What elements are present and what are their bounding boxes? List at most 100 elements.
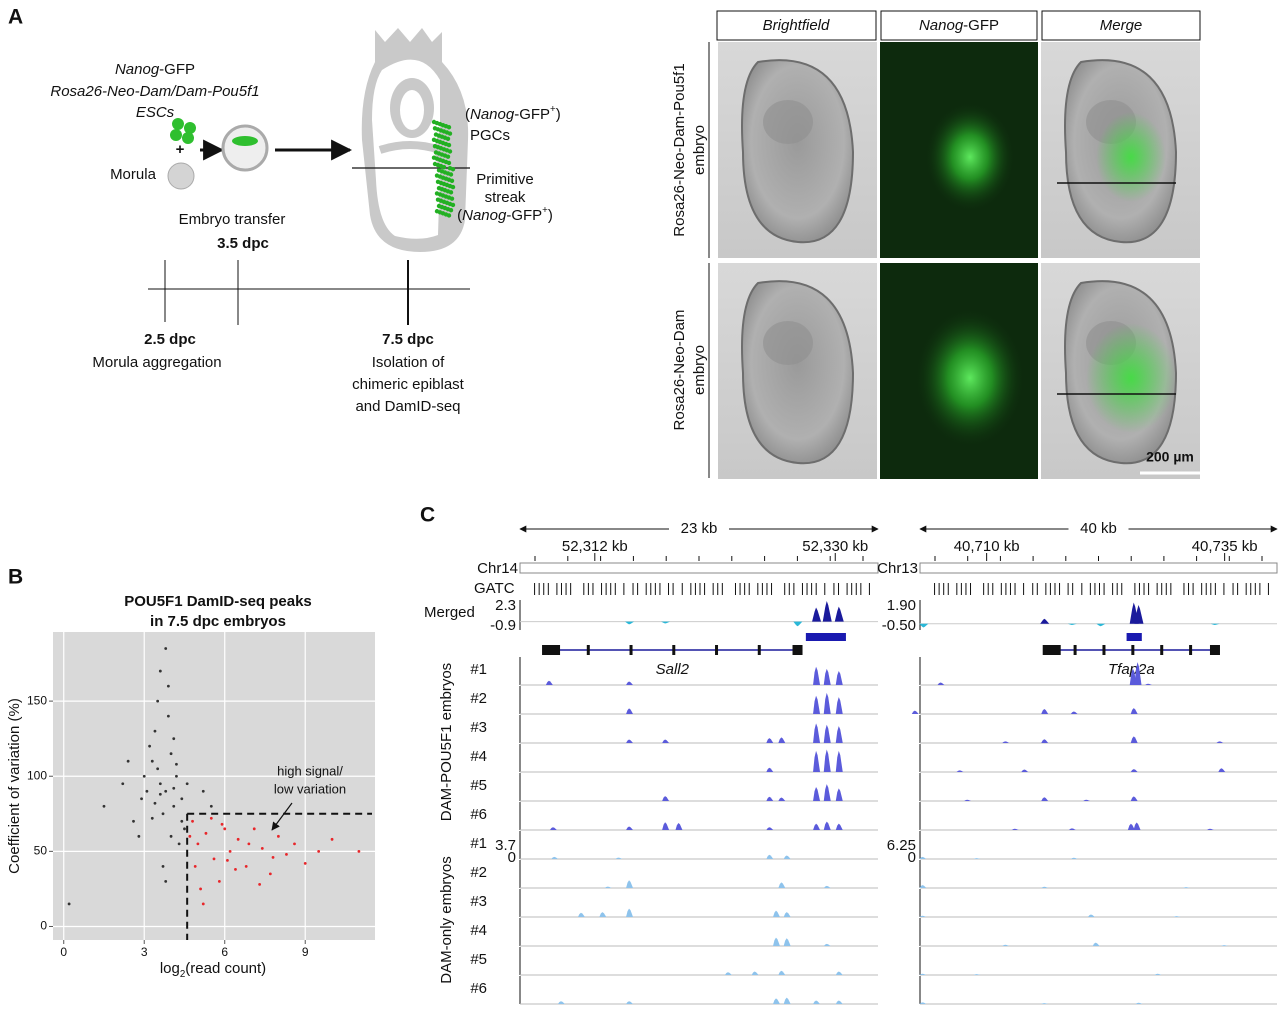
column-header-part: Merge: [1100, 17, 1143, 34]
gfp-signal: [925, 102, 1015, 212]
peak: [1134, 605, 1144, 624]
point: [175, 774, 178, 778]
peak: [813, 666, 821, 685]
pgc-label: PGCs: [470, 127, 510, 144]
peak: [1135, 1002, 1143, 1004]
point: [153, 801, 157, 805]
esc-label-part: Rosa26-Neo-Dam/Dam-Pou5f1: [50, 83, 259, 100]
peak: [626, 826, 634, 830]
point: [142, 774, 146, 778]
point: [169, 834, 173, 838]
point: [191, 819, 194, 823]
x-tick-label: 0: [60, 945, 67, 959]
point: [166, 714, 170, 718]
pgc-dot: [450, 184, 456, 190]
peak: [1130, 796, 1138, 801]
peak: [813, 823, 821, 830]
column-headers: [716, 10, 1201, 41]
peak: [1216, 741, 1224, 743]
peak: [1070, 711, 1078, 714]
coord-label: 40,710 kb: [954, 538, 1020, 555]
peak: [626, 739, 634, 743]
peak: [919, 885, 927, 888]
peak: [1041, 709, 1049, 714]
morula-label: Morula: [110, 166, 157, 183]
peak: [783, 855, 791, 859]
point: [169, 752, 173, 756]
span-label: 23 kb: [681, 520, 718, 537]
point: [293, 842, 296, 846]
exon: [1209, 645, 1220, 655]
peak: [835, 697, 843, 714]
point: [236, 837, 240, 841]
point: [209, 804, 213, 808]
pgc-label-part: (: [465, 106, 470, 123]
point: [268, 872, 272, 876]
pgc-dot: [446, 142, 452, 148]
transfer-day: 3.5 dpc: [217, 235, 269, 252]
column-header-part: -GFP: [963, 17, 999, 34]
point: [156, 767, 160, 771]
peak: [626, 1001, 634, 1004]
peak: [813, 1000, 821, 1004]
embryo-core: [763, 321, 813, 365]
exon: [1042, 645, 1061, 655]
track-label: #6: [470, 806, 487, 823]
coord-label: 40,735 kb: [1192, 538, 1258, 555]
peak: [1083, 799, 1091, 801]
pgc-label-part: Nanog: [470, 106, 515, 123]
x-axis-label: log2(read count): [160, 960, 266, 980]
peak: [813, 786, 821, 801]
gfp-signal: [915, 308, 1025, 448]
timeline-text: Morula aggregation: [92, 354, 221, 371]
column-header: Merge: [1100, 17, 1143, 34]
peak: [813, 723, 821, 743]
peak: [1011, 828, 1019, 830]
streak-label-part: (: [457, 207, 462, 224]
peak: [1206, 828, 1214, 830]
point: [252, 827, 256, 831]
scale-label: 0: [908, 849, 916, 866]
point: [172, 737, 176, 741]
peak: [626, 681, 634, 685]
peak: [1041, 797, 1049, 801]
point: [234, 867, 237, 871]
point: [140, 797, 143, 801]
peak: [599, 912, 607, 917]
track-label: #5: [470, 777, 487, 794]
column-header: Brightfield: [763, 17, 830, 34]
annotation: low variation: [274, 781, 346, 796]
peak: [1040, 618, 1050, 624]
pgc-dot: [445, 136, 451, 141]
gene-name: Tfap2a: [1108, 661, 1155, 678]
pgc-label-part: PGCs: [470, 127, 510, 144]
peak: [766, 738, 774, 743]
peak: [964, 799, 972, 801]
gfp-signal: [1096, 112, 1166, 202]
x-tick-label: 9: [302, 945, 309, 959]
peak: [551, 856, 559, 859]
peak: [1144, 683, 1152, 685]
peak: [813, 750, 821, 772]
peak: [1173, 916, 1181, 917]
peak: [662, 822, 670, 830]
peak: [823, 724, 831, 743]
scale-label: 3.7: [495, 837, 516, 854]
point: [303, 861, 307, 865]
x-axis-label-part: (read count): [185, 960, 266, 977]
pgc-dot: [449, 178, 455, 183]
point: [317, 849, 321, 853]
peak: [626, 880, 634, 888]
point: [172, 804, 176, 808]
x-axis-label-part: log: [160, 960, 180, 977]
peak: [919, 1002, 927, 1004]
peak: [1070, 857, 1078, 859]
esc-label: ESCs: [136, 104, 175, 121]
peak: [823, 885, 831, 888]
exon: [629, 645, 633, 655]
transfer-label: Embryo transfer: [179, 211, 286, 228]
point: [150, 816, 154, 820]
scale-label: -0.50: [882, 617, 916, 634]
point: [260, 846, 264, 850]
streak-label-part: ): [548, 207, 553, 224]
